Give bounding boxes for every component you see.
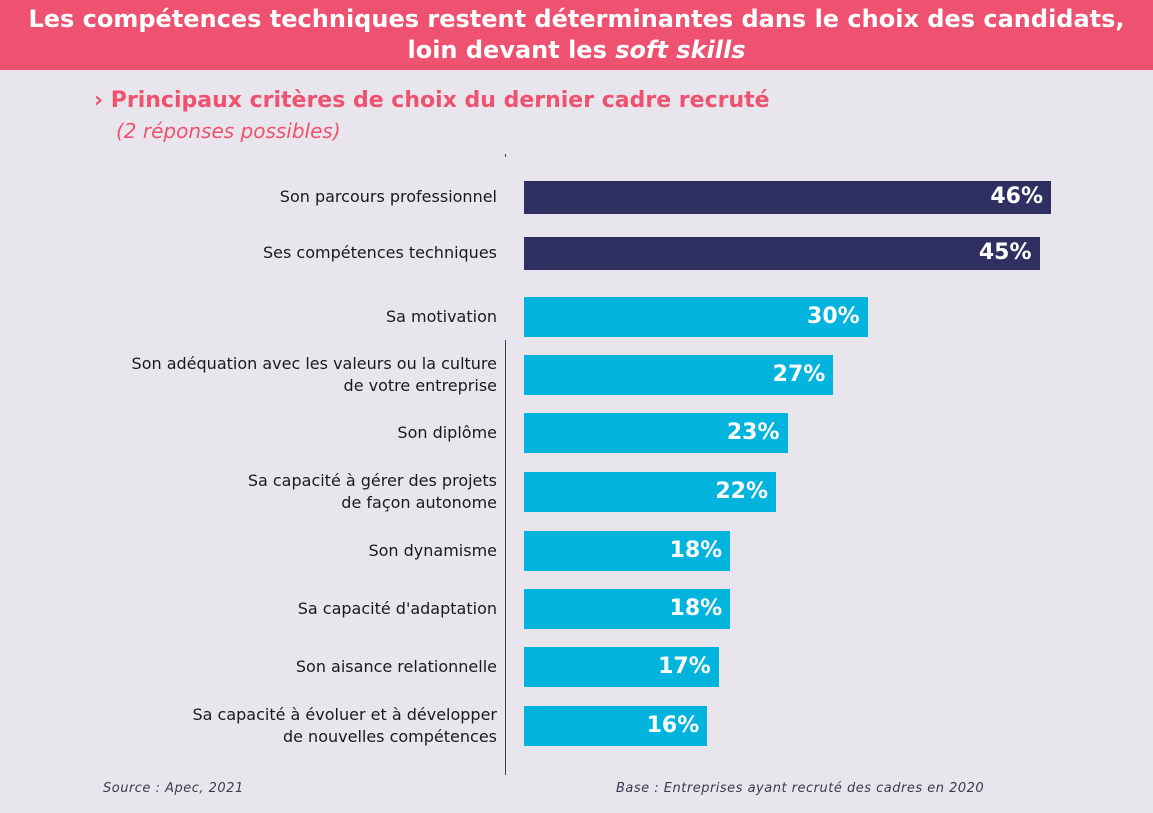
title-line-2: loin devant les soft skills xyxy=(0,35,1153,66)
category-label-line: de façon autonome xyxy=(341,493,497,512)
bar xyxy=(524,236,1040,270)
category-label-text: Sa capacité d'adaptation xyxy=(298,598,497,620)
category-label: Ses compétences techniques xyxy=(20,228,497,278)
category-label-text: Son adéquation avec les valeurs ou la cu… xyxy=(132,353,497,397)
category-label-line: Sa capacité à évoluer et à développer xyxy=(192,705,497,724)
category-label-line: Sa capacité d'adaptation xyxy=(297,599,497,618)
category-label: Son parcours professionnel xyxy=(20,172,497,222)
bar xyxy=(524,180,1051,214)
category-label: Sa capacité d'adaptation xyxy=(20,584,497,634)
category-label-text: Son diplôme xyxy=(397,422,497,444)
bar xyxy=(524,706,708,746)
bar xyxy=(524,413,788,453)
category-label-line: Ses compétences techniques xyxy=(262,243,497,262)
category-label-text: Sa motivation xyxy=(386,306,497,328)
category-label-text: Son dynamisme xyxy=(368,540,497,562)
bar-value-label: 18% xyxy=(669,538,723,563)
category-label-line: Sa motivation xyxy=(385,307,497,326)
category-label: Sa motivation xyxy=(20,292,497,342)
bar-value-label: 17% xyxy=(658,654,711,679)
bar xyxy=(524,355,834,395)
bar xyxy=(524,297,868,337)
bar xyxy=(524,647,719,687)
bar-value-label: 16% xyxy=(646,713,700,738)
category-label-line: Son parcours professionnel xyxy=(279,187,497,206)
bar-value-label: 30% xyxy=(807,304,860,329)
category-label-line: de nouvelles compétences xyxy=(282,727,497,746)
category-label: Son dynamisme xyxy=(20,526,497,576)
category-label-line: Son diplôme xyxy=(397,423,497,442)
category-label-text: Son parcours professionnel xyxy=(280,186,497,208)
category-label-text: Son aisance relationnelle xyxy=(296,656,497,678)
category-label-line: Son dynamisme xyxy=(368,541,497,560)
category-label-line: Son adéquation avec les valeurs ou la cu… xyxy=(131,354,497,373)
footer-base: Base : Entreprises ayant recruté des cad… xyxy=(616,781,985,796)
bar-value-label: 46% xyxy=(990,184,1043,209)
bar xyxy=(524,472,777,512)
category-label-text: Ses compétences techniques xyxy=(263,242,497,264)
title-line-1: Les compétences techniques restent déter… xyxy=(28,5,1125,33)
category-label: Sa capacité à évoluer et à développer de … xyxy=(20,701,497,751)
bar-value-label: 18% xyxy=(669,596,723,621)
title-line-2-prefix: loin devant les xyxy=(407,36,616,64)
category-label-line: Son aisance relationnelle xyxy=(295,657,497,676)
category-label-line: Sa capacité à gérer des projets xyxy=(247,471,497,490)
bar-value-label: 22% xyxy=(715,479,769,504)
chart-subnote: (2 réponses possibles) xyxy=(116,119,341,143)
bar-value-label: 27% xyxy=(772,362,826,387)
bar xyxy=(524,589,731,629)
category-label-text: Sa capacité à évoluer et à développer de … xyxy=(192,704,497,748)
category-label: Son diplôme xyxy=(20,408,497,458)
axis-tick xyxy=(505,154,506,157)
bar-value-label: 45% xyxy=(978,240,1032,265)
category-label: Son aisance relationnelle xyxy=(20,642,497,692)
category-label: Sa capacité à gérer des projets de façon … xyxy=(20,467,497,517)
chart-subtitle: › Principaux critères de choix du dernie… xyxy=(94,88,770,113)
category-label: Son adéquation avec les valeurs ou la cu… xyxy=(20,350,497,400)
category-label-line: de votre entreprise xyxy=(343,376,497,395)
footer-source: Source : Apec, 2021 xyxy=(103,781,244,796)
title-banner: Les compétences techniques restent déter… xyxy=(0,0,1153,70)
title-line-2-italic: soft skills xyxy=(615,36,746,64)
bar xyxy=(524,531,731,571)
bar-value-label: 23% xyxy=(726,420,780,445)
category-label-text: Sa capacité à gérer des projets de façon … xyxy=(248,470,497,514)
category-axis-line xyxy=(505,340,506,775)
